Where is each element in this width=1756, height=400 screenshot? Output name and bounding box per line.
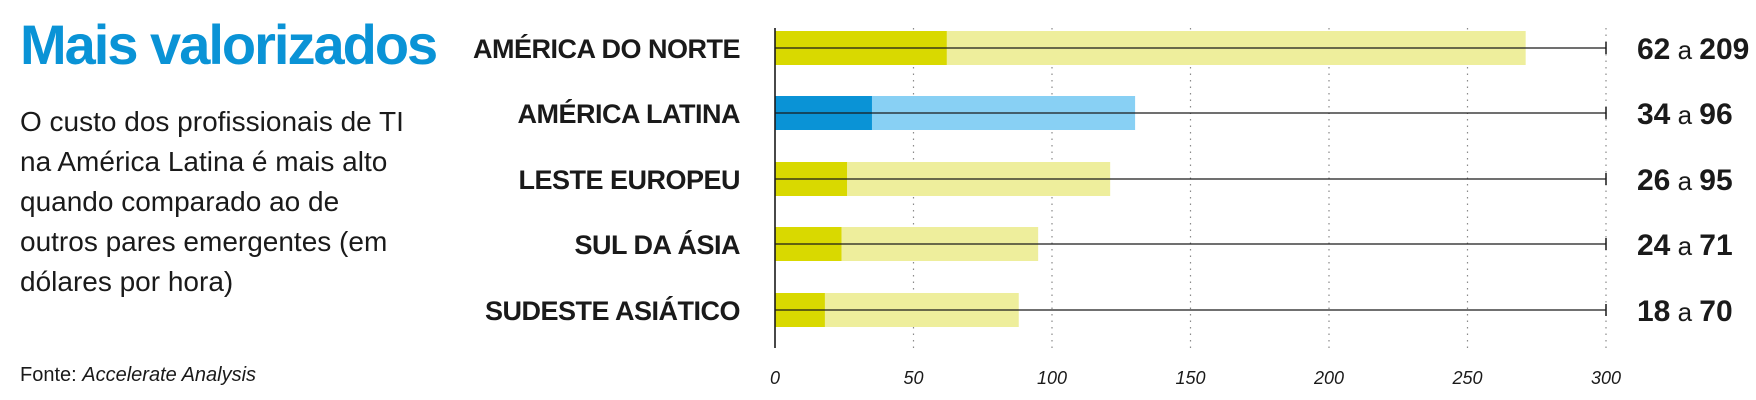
- range-value-label: 62 a 209: [1637, 33, 1749, 66]
- source-note: Fonte: Accelerate Analysis: [20, 362, 256, 388]
- range-min-value: 34: [1637, 98, 1671, 131]
- whisker-layer: [774, 28, 1607, 348]
- source-name: Accelerate Analysis: [82, 364, 257, 386]
- range-separator: a: [1670, 166, 1699, 196]
- range-min-value: 18: [1637, 295, 1670, 328]
- range-value-label: 34 a 96: [1637, 98, 1733, 131]
- x-tick-label: 150: [1175, 368, 1205, 388]
- range-max-value: 209: [1699, 33, 1749, 66]
- source-label: Fonte:: [20, 364, 77, 386]
- x-tick-label: 100: [1037, 368, 1067, 388]
- range-separator: a: [1670, 231, 1699, 261]
- range-max-value: 70: [1699, 295, 1732, 328]
- range-separator: a: [1670, 297, 1699, 327]
- range-separator: a: [1670, 35, 1699, 65]
- chart-subtitle: O custo dos profissionais de TI na Améri…: [20, 106, 404, 297]
- category-label: AMÉRICA LATINA: [518, 98, 740, 129]
- range-separator: a: [1670, 100, 1699, 130]
- range-max-value: 96: [1699, 98, 1732, 131]
- label-layer: 0 50 100 150 200 250 300 AMÉRICA DO NORTE 62 a 2…: [473, 33, 1749, 388]
- category-label: SUDESTE ASIÁTICO: [485, 295, 740, 326]
- x-tick-label: 250: [1451, 368, 1482, 388]
- x-tick-label: 50: [903, 368, 923, 388]
- range-value-label: 26 a 95: [1637, 164, 1733, 197]
- category-label: AMÉRICA DO NORTE: [473, 33, 740, 64]
- x-tick-label: 200: [1313, 368, 1344, 388]
- range-max-value: 71: [1699, 229, 1732, 262]
- range-min-value: 62: [1637, 33, 1670, 66]
- range-min-value: 26: [1637, 164, 1670, 197]
- x-tick-label: 300: [1591, 368, 1621, 388]
- range-value-label: 24 a 71: [1637, 229, 1733, 262]
- range-value-label: 18 a 70: [1637, 295, 1733, 328]
- category-label: SUL DA ÁSIA: [574, 229, 740, 260]
- chart-header: Mais valorizados O custo dos profissiona…: [20, 10, 440, 390]
- range-min-value: 24: [1637, 229, 1671, 262]
- chart-title: Mais valorizados: [20, 13, 438, 76]
- x-tick-label: 0: [770, 368, 780, 388]
- range-max-value: 95: [1699, 164, 1732, 197]
- category-label: LESTE EUROPEU: [518, 165, 740, 195]
